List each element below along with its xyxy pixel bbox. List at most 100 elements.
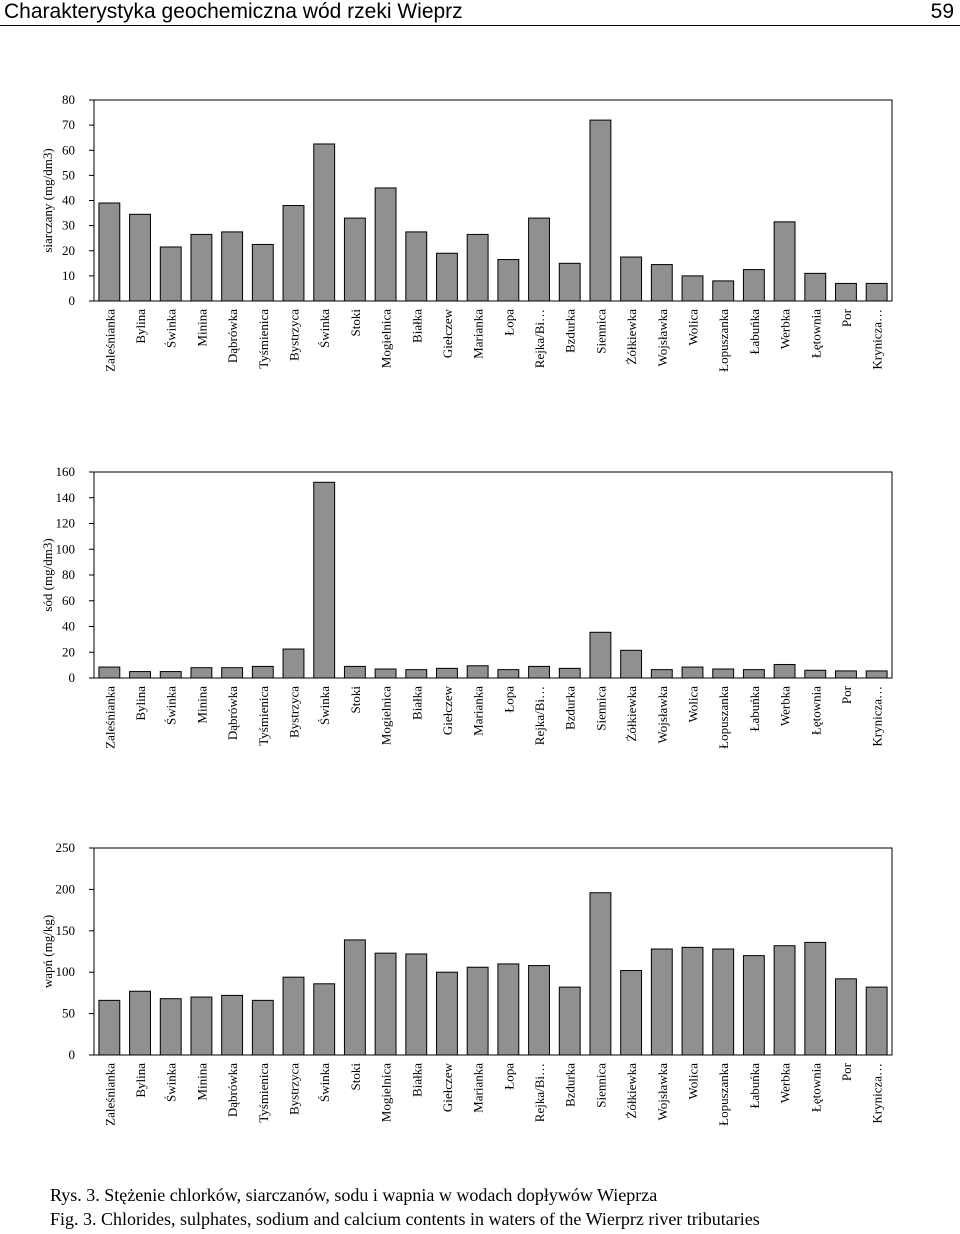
sulphates-bar — [804, 272, 827, 302]
sodium-category-label: Żółkiewka — [624, 686, 639, 742]
sulphates-category-label: Łętownia — [808, 309, 823, 358]
sulphates-bar — [221, 231, 244, 302]
calcium-bar — [650, 948, 673, 1056]
sodium-bar — [466, 665, 489, 679]
sulphates-category-label: Białka — [409, 309, 424, 343]
sulphates-category-label: Marianka — [471, 309, 486, 359]
calcium-bar — [804, 941, 827, 1056]
sulphates-category-label: Łopuszanka — [716, 309, 731, 372]
calcium-bar — [374, 952, 397, 1056]
sodium-bar — [558, 667, 581, 679]
sodium-category-label: Krynicza… — [870, 686, 885, 747]
page-header: Charakterystyka geochemiczna wód rzeki W… — [0, 0, 960, 30]
calcium-bar — [466, 966, 489, 1056]
calcium-category-label: Wojsławka — [655, 1063, 670, 1121]
sodium-bar — [712, 668, 735, 679]
sulphates-bar — [436, 252, 458, 302]
sulphates-category-label: Świnka — [317, 309, 332, 348]
sulphates-y-tick-label: 0 — [69, 293, 76, 308]
sulphates-category-label: Stoki — [348, 309, 363, 337]
sodium-category-label: Białka — [409, 686, 424, 720]
calcium-bar — [835, 978, 857, 1056]
calcium-y-tick-label: 250 — [56, 840, 76, 855]
sodium-category-label: Stoki — [348, 686, 363, 714]
sodium-bar — [865, 670, 888, 679]
sodium-bar — [129, 671, 151, 679]
sulphates-bar — [620, 256, 643, 302]
calcium-category-label: Minina — [194, 1063, 209, 1101]
sulphates-category-label: Tyśmienica — [256, 309, 271, 369]
page-running-title: Charakterystyka geochemiczna wód rzeki W… — [4, 0, 463, 23]
sodium-bar — [742, 669, 765, 679]
sulphates-bar — [835, 282, 857, 302]
calcium-bar — [773, 945, 796, 1056]
sulphates-bar — [681, 275, 704, 302]
calcium-bar — [589, 892, 612, 1056]
sodium-bar — [190, 667, 213, 679]
sulphates-bar — [742, 269, 765, 302]
sulphates-bar — [129, 213, 151, 302]
sodium-y-tick-label: 80 — [62, 567, 75, 582]
sodium-category-label: Bystrzyca — [287, 686, 302, 738]
calcium-bar — [190, 996, 213, 1056]
calcium-category-label: Stoki — [348, 1063, 363, 1091]
calcium-category-label: Dąbrówka — [225, 1063, 240, 1117]
sulphates-bar — [159, 246, 182, 302]
sulphates-category-label: Łopa — [501, 309, 516, 336]
sulphates-category-label: Por — [839, 308, 854, 327]
sulphates-category-label: Zaleśnianka — [102, 309, 117, 372]
sodium-category-label: Łętownia — [808, 686, 823, 735]
sodium-category-label: Mogielnica — [379, 686, 394, 745]
sodium-bar-chart: 0 20 40 60 80 100 120 140 160 sód (mg/dm3) Zaleśni… — [40, 464, 893, 749]
sulphates-category-label: Mogielnica — [379, 309, 394, 368]
sodium-bar — [282, 648, 305, 679]
sodium-bar — [528, 665, 550, 679]
calcium-bar — [282, 976, 305, 1056]
sulphates-bar — [405, 231, 428, 302]
sulphates-category-label: Rejka/Bi… — [532, 309, 547, 368]
calcium-category-label: Łętownia — [808, 1063, 823, 1112]
calcium-plot-frame — [93, 847, 893, 1056]
sulphates-bar — [282, 205, 305, 302]
calcium-bar — [497, 963, 520, 1056]
calcium-category-label: Świnka — [317, 1063, 332, 1102]
calcium-category-label: Zaleśnianka — [102, 1063, 117, 1126]
sodium-y-tick-label: 120 — [56, 516, 76, 531]
sulphates-category-label: Krynicza… — [870, 309, 885, 370]
calcium-bar — [405, 953, 428, 1056]
calcium-bar — [159, 998, 182, 1056]
sodium-category-label: Siennica — [593, 686, 608, 731]
sodium-category-label: Giełczew — [440, 685, 455, 735]
sodium-category-label: Bylina — [133, 686, 148, 721]
sulphates-y-tick-label: 30 — [62, 218, 75, 233]
sodium-category-label: Wolica — [686, 686, 701, 723]
sulphates-category-label: Siennica — [593, 309, 608, 354]
sodium-y-tick-label: 20 — [62, 644, 75, 659]
sodium-y-axis-label: sód (mg/dm3) — [40, 538, 55, 611]
sodium-bar — [835, 670, 857, 679]
figure-caption-polish: Rys. 3. Stężenie chlorków, siarczanów, s… — [50, 1185, 658, 1205]
sodium-y-tick-label: 60 — [62, 593, 75, 608]
sulphates-bar — [190, 233, 213, 302]
sulphates-category-label: Bylina — [133, 309, 148, 344]
calcium-bar — [620, 970, 643, 1056]
calcium-y-tick-label: 50 — [62, 1006, 75, 1021]
sulphates-category-label: Dąbrówka — [225, 309, 240, 363]
calcium-bar — [343, 939, 366, 1056]
calcium-category-label: Bylina — [133, 1063, 148, 1098]
calcium-category-label: Rejka/Bi… — [532, 1063, 547, 1122]
sulphates-category-label: Werbka — [778, 309, 793, 349]
calcium-category-label: Mogielnica — [379, 1063, 394, 1122]
sulphates-category-label: Bzdurka — [563, 309, 578, 353]
sodium-bar — [159, 671, 182, 679]
sodium-bar — [343, 665, 366, 679]
calcium-y-tick-label: 0 — [69, 1047, 76, 1062]
sulphates-category-label: Wolica — [686, 309, 701, 346]
sulphates-category-label: Minina — [194, 309, 209, 347]
sulphates-bar — [466, 233, 489, 302]
sulphates-bar — [497, 259, 520, 302]
calcium-category-label: Żółkiewka — [624, 1063, 639, 1119]
sulphates-bar — [528, 217, 550, 302]
sulphates-y-tick-label: 20 — [62, 243, 75, 258]
sodium-bar — [374, 668, 397, 679]
